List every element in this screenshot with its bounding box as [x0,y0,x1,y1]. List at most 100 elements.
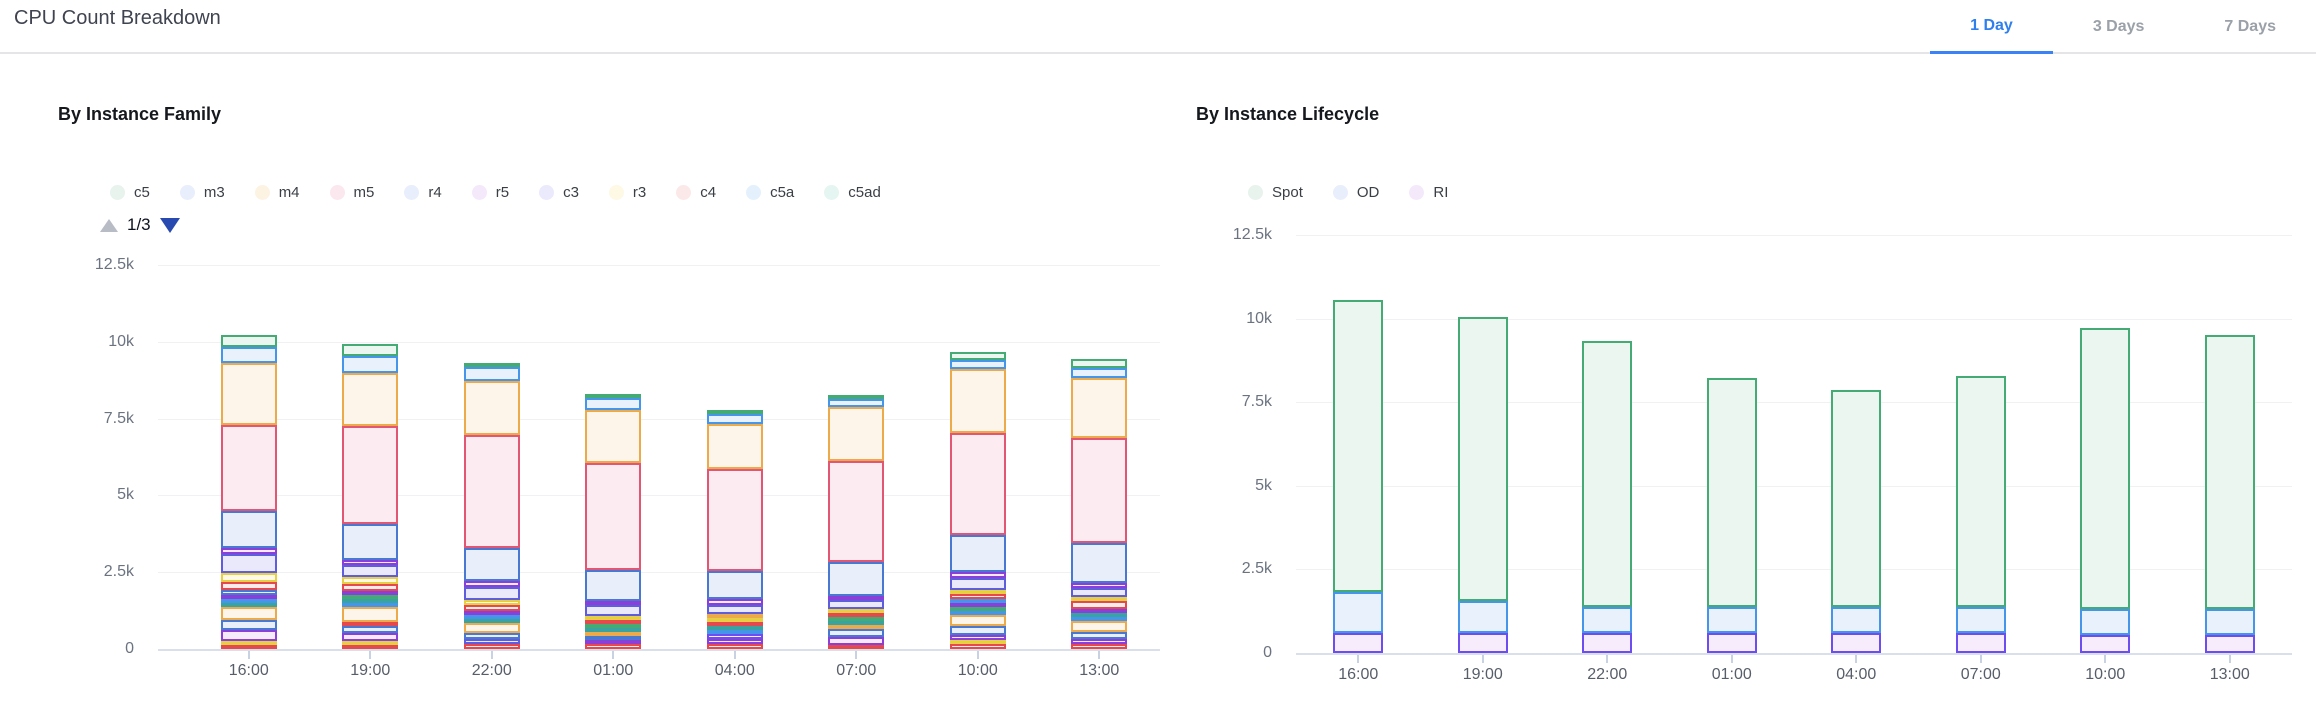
bar-segment[interactable] [706,626,763,631]
bar-segment[interactable] [706,598,763,605]
bar-segment[interactable] [828,595,885,600]
bar-segment[interactable] [1071,438,1128,543]
bar-segment[interactable] [1071,601,1128,609]
stacked-bar-22:00[interactable] [1582,340,1633,653]
bar-segment[interactable] [949,578,1006,591]
bar-segment[interactable] [463,381,520,435]
bar-segment[interactable] [706,424,763,469]
bar-segment[interactable] [220,362,277,426]
bar-segment[interactable] [949,626,1006,636]
legend-item-m5[interactable]: m5 [329,184,374,201]
bar-segment[interactable] [220,553,277,574]
legend-page-up-icon[interactable] [100,218,118,232]
bar-segment[interactable] [1071,588,1128,598]
bar-segment[interactable] [585,644,642,649]
bar-segment[interactable] [585,604,642,616]
bar-segment[interactable] [220,548,277,554]
bar-segment[interactable] [1831,606,1882,634]
stacked-bar-07:00[interactable] [828,394,885,649]
bar-segment[interactable] [1071,597,1128,602]
bar-segment[interactable] [342,577,399,585]
tab-1-day[interactable]: 1 Day [1930,0,2053,54]
bar-segment[interactable] [463,610,520,616]
bar-segment[interactable] [585,619,642,624]
stacked-bar-19:00[interactable] [1457,316,1508,653]
bar-segment[interactable] [1955,606,2006,634]
bar-segment[interactable] [585,640,642,645]
bar-segment[interactable] [585,462,642,571]
bar-segment[interactable] [828,398,885,408]
bar-segment[interactable] [828,562,885,596]
bar-segment[interactable] [949,594,1006,599]
bar-segment[interactable] [949,590,1006,595]
bar-segment[interactable] [220,598,277,603]
legend-item-RI[interactable]: RI [1409,184,1448,201]
stacked-bar-10:00[interactable] [949,352,1006,649]
bar-segment[interactable] [1582,633,1633,653]
bar-segment[interactable] [1457,316,1508,601]
bar-segment[interactable] [342,633,399,641]
bar-segment[interactable] [706,468,763,572]
bar-segment[interactable] [463,366,520,382]
bar-segment[interactable] [706,644,763,649]
bar-segment[interactable] [949,643,1006,649]
stacked-bar-01:00[interactable] [585,393,642,649]
bar-segment[interactable] [828,599,885,610]
bar-segment[interactable] [1071,368,1128,379]
legend-item-Spot[interactable]: Spot [1248,184,1303,201]
bar-segment[interactable] [949,359,1006,369]
bar-segment[interactable] [2204,335,2255,609]
bar-segment[interactable] [220,620,277,630]
bar-segment[interactable] [1071,359,1128,369]
bar-segment[interactable] [1071,644,1128,649]
bar-segment[interactable] [706,622,763,627]
bar-segment[interactable] [463,548,520,581]
bar-segment[interactable] [342,626,399,634]
bar-segment[interactable] [828,394,885,399]
stacked-bar-04:00[interactable] [706,410,763,649]
bar-segment[interactable] [828,407,885,461]
bar-segment[interactable] [828,637,885,645]
bar-segment[interactable] [463,619,520,624]
bar-segment[interactable] [463,434,520,549]
bar-segment[interactable] [220,335,277,348]
legend-item-c5a[interactable]: c5a [746,184,794,201]
bar-segment[interactable] [585,397,642,411]
bar-segment[interactable] [342,584,399,591]
bar-segment[interactable] [463,623,520,634]
bar-segment[interactable] [949,433,1006,535]
bar-segment[interactable] [1071,631,1128,639]
bar-segment[interactable] [342,426,399,524]
bar-segment[interactable] [828,609,885,614]
legend-item-c3[interactable]: c3 [539,184,579,201]
bar-segment[interactable] [220,590,277,595]
bar-segment[interactable] [463,362,520,367]
bar-segment[interactable] [463,580,520,587]
bar-segment[interactable] [949,610,1006,615]
bar-segment[interactable] [706,634,763,640]
bar-segment[interactable] [1955,633,2006,653]
bar-segment[interactable] [463,586,520,601]
bar-segment[interactable] [706,571,763,599]
bar-segment[interactable] [220,606,277,621]
bar-segment[interactable] [949,614,1006,627]
legend-item-r4[interactable]: r4 [404,184,442,201]
tab-7-days[interactable]: 7 Days [2224,18,2276,35]
bar-segment[interactable] [463,600,520,606]
bar-segment[interactable] [2080,608,2131,636]
bar-segment[interactable] [342,590,399,595]
bar-segment[interactable] [585,570,642,601]
stacked-bar-04:00[interactable] [1831,390,1882,653]
bar-segment[interactable] [342,622,399,627]
bar-segment[interactable] [585,615,642,620]
bar-segment[interactable] [706,639,763,645]
bar-segment[interactable] [949,602,1006,607]
bar-segment[interactable] [828,629,885,638]
bar-segment[interactable] [220,644,277,649]
bar-segment[interactable] [1955,375,2006,607]
bar-segment[interactable] [2204,608,2255,636]
bar-segment[interactable] [463,615,520,620]
stacked-bar-19:00[interactable] [342,344,399,649]
bar-segment[interactable] [342,602,399,607]
bar-segment[interactable] [2080,328,2131,609]
